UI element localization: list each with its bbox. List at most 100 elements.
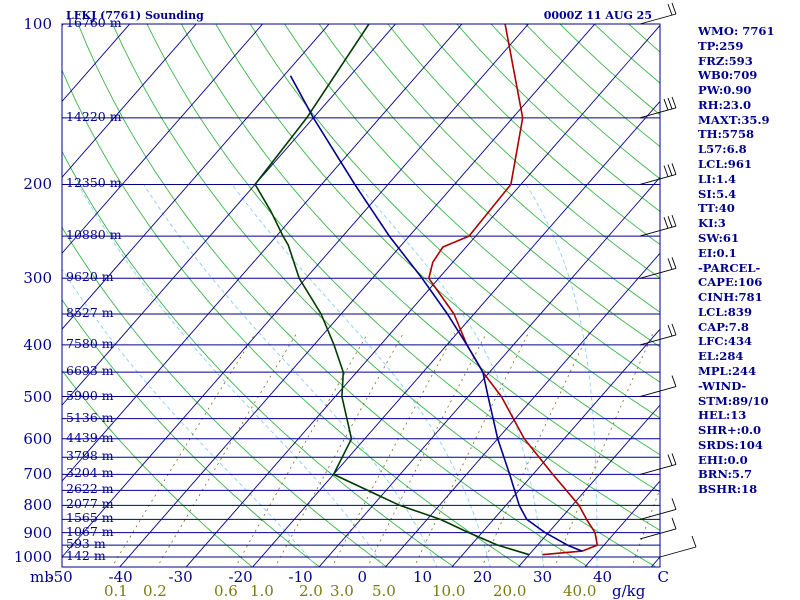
isotherm <box>62 24 131 103</box>
temperature-tick-label: -30 <box>168 568 193 586</box>
isotherm <box>251 100 660 567</box>
wind-barb <box>639 517 677 540</box>
height-label: 142 m <box>66 548 106 563</box>
temperature-tick-label: 30 <box>533 568 553 586</box>
index-item: TT:40 <box>698 201 735 216</box>
temperature-tick-label: -50 <box>48 568 73 586</box>
wind-barb <box>639 323 677 346</box>
height-label: 8527 m <box>66 304 114 320</box>
index-item: MAXT:35.9 <box>698 112 770 127</box>
index-item: LI:1.4 <box>698 171 737 186</box>
height-label: 9620 m <box>66 269 114 285</box>
index-item: EHI:0.0 <box>698 452 748 467</box>
temperature-tick-label: -20 <box>228 568 253 586</box>
index-item: BSHR:18 <box>698 482 758 497</box>
isotherm <box>62 24 264 254</box>
index-item: EL:284 <box>698 349 744 364</box>
isotherm <box>384 252 660 567</box>
pressure-unit-label: mb <box>30 568 54 586</box>
height-label: 6693 m <box>66 363 114 379</box>
index-item: -WIND- <box>698 378 747 393</box>
index-item: FRZ:593 <box>698 53 753 68</box>
moist-adiabat <box>357 184 545 567</box>
wind-barb <box>639 453 677 475</box>
index-item: CAPE:106 <box>698 275 763 290</box>
isotherm <box>517 404 660 567</box>
temperature-tick-label: C <box>657 568 669 586</box>
temperature-tick-label: 40 <box>593 568 613 586</box>
pressure-tick-label: 600 <box>23 429 52 448</box>
height-label: 4439 m <box>66 429 114 445</box>
index-item: WMO: 7761 <box>698 24 775 38</box>
pressure-tick-label: 900 <box>23 523 52 542</box>
mixing-ratio-tick-label: 0.6 <box>214 582 238 600</box>
isotherm <box>119 24 596 567</box>
mixing-ratio-tick-label: 10.0 <box>432 582 466 600</box>
index-item: KI:3 <box>698 216 726 231</box>
moist-adiabat <box>62 268 318 567</box>
dry-adiabat <box>112 24 657 567</box>
mixing-ratio-tick-label: 1.0 <box>250 582 274 600</box>
index-item: LCL:961 <box>698 157 753 172</box>
moist-adiabat <box>525 184 598 567</box>
isotherm <box>62 24 330 330</box>
height-label: 5900 m <box>66 387 114 403</box>
isotherm <box>451 328 660 567</box>
mixing-ratio-line <box>111 332 257 567</box>
index-item: EI:0.1 <box>698 245 737 260</box>
temperature-tick-label: 0 <box>357 568 368 586</box>
index-item: WB0:709 <box>698 68 758 83</box>
wind-barb <box>659 535 697 558</box>
dewpoint-profile-line <box>254 24 530 556</box>
dry-adiabat <box>62 369 253 567</box>
pressure-tick-label: 1000 <box>13 548 52 566</box>
index-item: -PARCEL- <box>698 260 761 275</box>
isotherm <box>62 24 529 558</box>
dry-adiabat <box>62 298 321 567</box>
moist-adiabat <box>231 184 491 567</box>
mixing-ratio-tick-label: 0.2 <box>143 582 167 600</box>
pressure-tick-label: 100 <box>23 15 52 33</box>
moist-adiabat <box>77 184 385 567</box>
index-item: CAP:7.8 <box>698 319 749 334</box>
isotherm <box>62 24 397 406</box>
index-item: HEL:13 <box>698 408 747 423</box>
pressure-tick-label: 400 <box>23 335 52 354</box>
height-label: 3204 m <box>66 465 114 481</box>
isotherm <box>62 24 197 179</box>
index-item: L57:6.8 <box>698 142 747 157</box>
height-label: 12350 m <box>66 175 122 191</box>
mixing-ratio-tick-label: 0.1 <box>104 582 128 600</box>
height-label: 5136 m <box>66 409 114 425</box>
wind-barb <box>639 375 677 397</box>
index-item: BRN:5.7 <box>698 467 753 482</box>
wind-barb <box>639 214 677 237</box>
height-label: 2622 m <box>66 481 114 497</box>
index-item: LFC:434 <box>698 334 753 349</box>
mixing-ratio-tick-label: 3.0 <box>330 582 354 600</box>
index-item: TH:5758 <box>698 127 755 142</box>
height-label: 14220 m <box>66 108 122 124</box>
height-label: 7580 m <box>66 335 114 351</box>
wind-barb <box>639 96 677 119</box>
pressure-tick-label: 800 <box>23 496 52 515</box>
height-label: 1565 m <box>66 510 114 526</box>
mixing-ratio-tick-label: 5.0 <box>372 582 396 600</box>
pressure-tick-label: 700 <box>23 465 52 484</box>
height-label: 10880 m <box>66 227 122 243</box>
height-label: 1067 m <box>66 523 114 539</box>
wind-barb <box>639 498 677 520</box>
mixing-ratio-tick-label: 2.0 <box>299 582 323 600</box>
temperature-tick-label: -40 <box>108 568 133 586</box>
mixing-ratio-tick-label: 40.0 <box>563 582 597 600</box>
plot-frame <box>61 23 661 568</box>
height-label: 2077 m <box>66 496 114 512</box>
index-item: SHR+:0.0 <box>698 423 762 438</box>
moist-adiabat <box>143 184 438 567</box>
isotherm <box>318 176 660 567</box>
chart-profiles <box>254 24 599 556</box>
wind-barb <box>639 257 677 279</box>
temperature-tick-label: 10 <box>413 568 433 586</box>
height-label: 3798 m <box>66 448 114 464</box>
